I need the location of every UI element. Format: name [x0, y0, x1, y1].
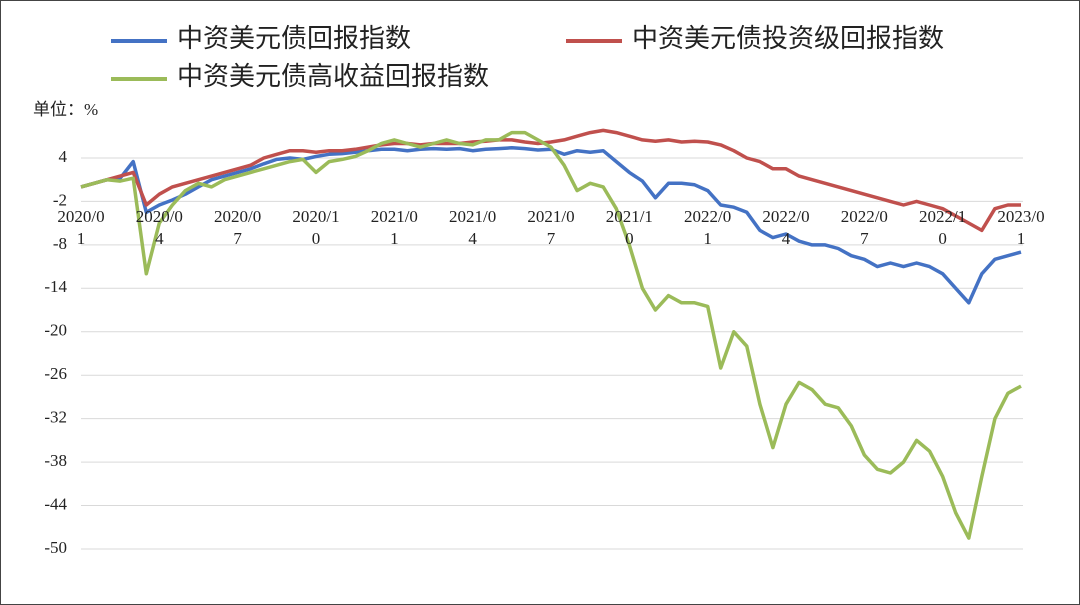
x-tick-label: 2022/07 [840, 207, 888, 248]
x-tick-label: 2023/01 [997, 207, 1045, 248]
x-tick-label: 2020/01 [57, 207, 105, 248]
series-line [80, 128, 1021, 233]
series-line [80, 130, 1022, 540]
y-tick-label: -8 [53, 234, 67, 253]
x-tick-label: 2022/10 [919, 207, 967, 248]
y-tick-label: -2 [53, 190, 67, 209]
y-tick-label: -14 [44, 277, 67, 296]
x-tick-label: 2022/04 [762, 207, 810, 248]
x-tick-label: 2021/07 [527, 207, 575, 248]
y-tick-label: -32 [44, 408, 67, 427]
x-tick-label: 2021/01 [370, 207, 418, 248]
y-tick-label: -38 [44, 451, 67, 470]
x-tick-label: 2020/10 [292, 207, 340, 248]
x-tick-label: 2020/07 [214, 207, 262, 248]
x-tick-label: 2021/10 [605, 207, 653, 248]
y-tick-label: -20 [44, 321, 67, 340]
legend-label: 中资美元债投资级回报指数 [632, 24, 944, 53]
y-tick-label: 4 [59, 147, 68, 166]
x-tick-label: 2020/04 [135, 207, 183, 248]
legend-label: 中资美元债高收益回报指数 [177, 62, 489, 91]
legend-label: 中资美元债回报指数 [177, 24, 411, 53]
y-tick-label: -50 [44, 538, 67, 557]
y-label: 单位：% [33, 100, 98, 119]
y-tick-label: -26 [44, 364, 67, 383]
x-tick-label: 2021/04 [449, 207, 497, 248]
x-tick-label: 2022/01 [684, 207, 732, 248]
y-tick-label: -44 [44, 494, 67, 513]
